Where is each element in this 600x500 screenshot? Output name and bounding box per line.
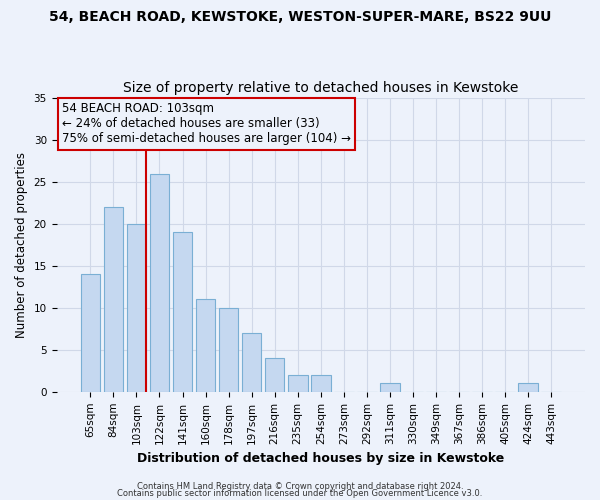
Bar [80, 274, 100, 392]
Text: 54 BEACH ROAD: 103sqm
← 24% of detached houses are smaller (33)
75% of semi-deta: 54 BEACH ROAD: 103sqm ← 24% of detached … [62, 102, 351, 146]
Bar [265, 358, 284, 392]
Text: Contains public sector information licensed under the Open Government Licence v3: Contains public sector information licen… [118, 488, 482, 498]
Bar [149, 174, 169, 392]
Bar [196, 300, 215, 392]
Bar [127, 224, 146, 392]
Title: Size of property relative to detached houses in Kewstoke: Size of property relative to detached ho… [123, 82, 518, 96]
Bar [288, 375, 308, 392]
Y-axis label: Number of detached properties: Number of detached properties [15, 152, 28, 338]
Text: 54, BEACH ROAD, KEWSTOKE, WESTON-SUPER-MARE, BS22 9UU: 54, BEACH ROAD, KEWSTOKE, WESTON-SUPER-M… [49, 10, 551, 24]
Bar [104, 207, 123, 392]
X-axis label: Distribution of detached houses by size in Kewstoke: Distribution of detached houses by size … [137, 452, 505, 465]
Bar [219, 308, 238, 392]
Bar [311, 375, 331, 392]
Bar [380, 384, 400, 392]
Text: Contains HM Land Registry data © Crown copyright and database right 2024.: Contains HM Land Registry data © Crown c… [137, 482, 463, 491]
Bar [518, 384, 538, 392]
Bar [173, 232, 193, 392]
Bar [242, 333, 262, 392]
